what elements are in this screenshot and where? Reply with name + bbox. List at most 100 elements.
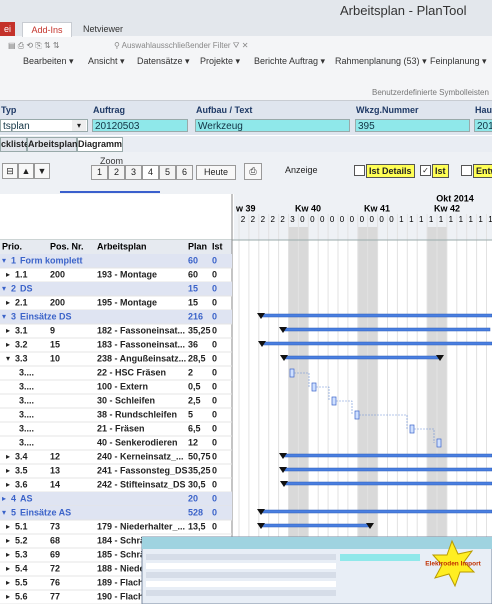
menu-label: Bearbeiten — [23, 56, 67, 66]
plan-cell: 35,25 — [188, 325, 211, 335]
ribbon-tabs: ei Add-Ins Netviewer — [0, 20, 492, 37]
group-cell: Form komplett — [20, 255, 83, 265]
field-input[interactable]: tsplan — [0, 119, 88, 132]
field-input[interactable]: Werkzeug — [195, 119, 350, 132]
zoom-button[interactable]: 2 — [108, 165, 125, 180]
view-tab[interactable]: Arbeitsplan — [27, 137, 78, 152]
filter-button[interactable]: ⚲ Auswahlausschließender Filter ⛛ ✕ — [114, 41, 249, 50]
print-button[interactable]: ⎙ — [244, 163, 262, 180]
menu-button[interactable]: Datensätze ▾ — [137, 56, 190, 66]
pos-cell: 13 — [50, 465, 60, 475]
milestone — [279, 453, 287, 459]
expander: ▾ — [6, 354, 10, 363]
nav-button[interactable]: ▼ — [34, 163, 50, 179]
prio-cell: 1.1 — [15, 269, 28, 279]
ist-cell: 0 — [212, 283, 217, 293]
menu-button[interactable]: Feinplanung ▾ — [430, 56, 487, 66]
pos-cell: 200 — [50, 297, 65, 307]
task-box — [331, 396, 337, 406]
view-tab[interactable]: ckliste — [0, 137, 29, 152]
day-label: 1 — [419, 215, 424, 224]
name-cell: 184 - Schrägläufer... — [97, 535, 182, 545]
pos-cell: 12 — [50, 451, 60, 461]
weekend-band — [357, 227, 368, 604]
menu-button[interactable]: Berichte Auftrag ▾ — [254, 56, 326, 66]
checkbox[interactable] — [354, 165, 365, 176]
task-box — [436, 438, 442, 448]
menu-button[interactable]: Projekte ▾ — [200, 56, 241, 66]
ribbon-tab[interactable]: ei — [0, 22, 15, 36]
prio-cell: 2 — [11, 283, 16, 293]
plan-cell: 30,5 — [188, 479, 206, 489]
table-header-bg — [0, 240, 232, 254]
field-input[interactable]: 2012 — [474, 119, 492, 132]
expander: ▸ — [6, 592, 10, 601]
zoom-button[interactable]: 5 — [159, 165, 176, 180]
ist-cell: 0 — [212, 367, 217, 377]
ist-cell: 0 — [212, 297, 217, 307]
nav-button[interactable]: ⊟ — [2, 163, 18, 179]
day-label: 1 — [439, 215, 444, 224]
prio-cell: 3.... — [19, 409, 34, 419]
group-row-bg — [0, 282, 232, 296]
menu-button[interactable]: Bearbeiten ▾ — [23, 56, 74, 66]
gantt-bar — [260, 509, 492, 514]
menu-button[interactable]: Rahmenplanung (53) ▾ — [335, 56, 427, 66]
prio-cell: 3.1 — [15, 325, 28, 335]
view-tabs: ckliste Arbeitsplan Diagramm — [0, 136, 492, 152]
name-cell: 189 - Flach — [97, 577, 144, 587]
checkbox[interactable]: ✓ — [420, 165, 431, 176]
plan-cell: 12 — [188, 437, 198, 447]
field-input[interactable]: 395 — [355, 119, 470, 132]
zoom-button[interactable]: 3 — [125, 165, 142, 180]
dependency — [359, 414, 408, 429]
pos-cell: 200 — [50, 269, 65, 279]
expander: ▸ — [6, 564, 10, 573]
field-label: Auftrag — [93, 105, 125, 115]
day-label: 0 — [360, 215, 365, 224]
ribbon-tab[interactable]: Add-Ins — [22, 22, 72, 37]
zoom-button[interactable]: 1 — [91, 165, 108, 180]
plan-cell: 13,5 — [188, 521, 206, 531]
ist-cell: 0 — [212, 493, 217, 503]
thumbnail-field — [340, 554, 420, 561]
zoom-button[interactable]: 4 — [142, 165, 159, 180]
window-title: Arbeitsplan - PlanTool — [340, 3, 467, 18]
calendar-select[interactable] — [60, 181, 160, 193]
field-label: Typ — [1, 105, 17, 115]
plan-cell: 0,5 — [188, 381, 201, 391]
day-label: 0 — [389, 215, 394, 224]
weekend-band — [427, 227, 437, 604]
milestone — [280, 481, 288, 487]
week-label: w 39 — [235, 203, 256, 213]
zoom-button[interactable]: 6 — [176, 165, 193, 180]
weekend-band — [288, 227, 299, 604]
checkbox[interactable] — [461, 165, 472, 176]
form-header: Typ tsplan Auftrag 20120503 Aufbau / Text Wer… — [0, 101, 492, 135]
expander: ▸ — [6, 270, 10, 279]
gantt-bar — [283, 355, 441, 360]
day-label: 2 — [241, 215, 246, 224]
view-tab[interactable]: Diagramm — [77, 137, 123, 152]
day-label: 0 — [379, 215, 384, 224]
today-button[interactable]: Heute — [196, 165, 236, 180]
expander: ▸ — [6, 340, 10, 349]
menu-button[interactable]: Ansicht ▾ — [88, 56, 125, 66]
prio-cell: 3.5 — [15, 465, 28, 475]
gantt-bar — [282, 327, 491, 332]
day-label: 2 — [270, 215, 275, 224]
ribbon-tab[interactable]: Netviewer — [82, 24, 123, 34]
day-label: 3 — [290, 215, 295, 224]
prio-cell: 3.... — [19, 381, 34, 391]
nav-button[interactable]: ▲ — [18, 163, 34, 179]
custom-toolbars: Benutzerdefinierte Symbolleisten — [372, 88, 489, 97]
plan-cell: 50,75 — [188, 451, 211, 461]
group-row-bg — [0, 310, 232, 324]
badge-star — [431, 539, 476, 588]
dropdown-arrow[interactable]: ▾ — [72, 120, 86, 131]
day-label: 0 — [350, 215, 355, 224]
expander: ▸ — [6, 536, 10, 545]
field-input[interactable]: 20120503 — [92, 119, 188, 132]
gantt-bar — [282, 453, 492, 458]
zoom-label: Zoom — [100, 156, 124, 166]
